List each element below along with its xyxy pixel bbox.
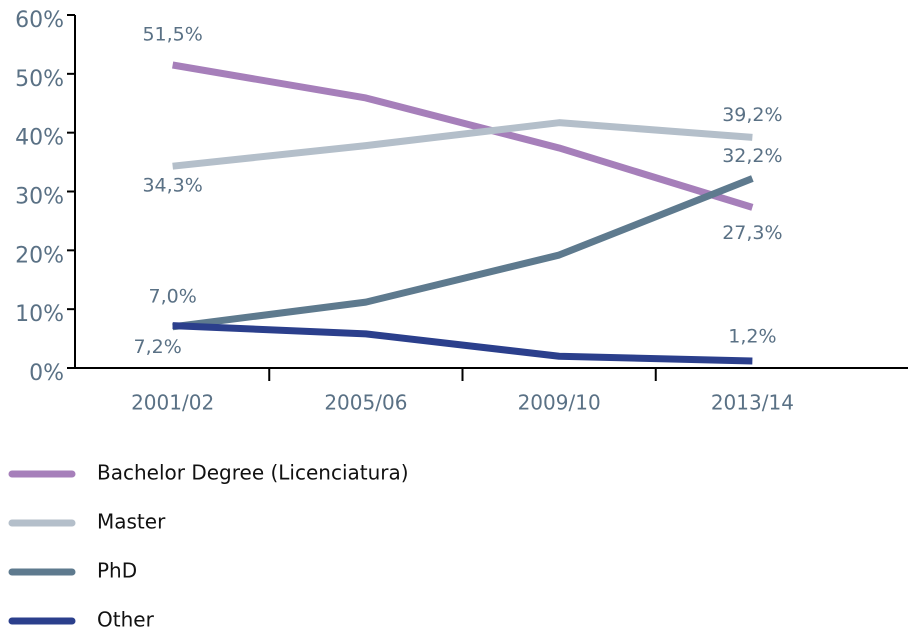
y-tick-label: 50% bbox=[15, 67, 64, 92]
series-line bbox=[172, 322, 753, 365]
value-label: 7,2% bbox=[133, 336, 181, 358]
y-tick-label: 0% bbox=[29, 361, 64, 386]
value-label: 32,2% bbox=[722, 145, 782, 167]
series-line bbox=[172, 61, 754, 211]
y-tick-label: 60% bbox=[15, 8, 64, 33]
x-tick-label: 2001/02 bbox=[131, 391, 214, 415]
value-label: 39,2% bbox=[722, 104, 782, 126]
y-tick-label: 40% bbox=[15, 126, 64, 151]
y-tick-label: 30% bbox=[15, 185, 64, 210]
value-label: 51,5% bbox=[142, 24, 202, 46]
y-tick-label: 10% bbox=[15, 302, 64, 327]
legend-label: Master bbox=[97, 510, 166, 534]
series-line bbox=[172, 119, 753, 170]
legend-label: PhD bbox=[97, 559, 137, 583]
legend-label: Other bbox=[97, 608, 155, 632]
value-label: 34,3% bbox=[142, 175, 202, 197]
x-tick-label: 2013/14 bbox=[711, 391, 794, 415]
x-tick-label: 2009/10 bbox=[518, 391, 601, 415]
x-tick-label: 2005/06 bbox=[324, 391, 407, 415]
y-tick-label: 20% bbox=[15, 243, 64, 268]
value-label: 27,3% bbox=[722, 222, 782, 244]
value-label: 7,0% bbox=[148, 285, 196, 307]
legend-label: Bachelor Degree (Licenciatura) bbox=[97, 461, 409, 485]
series-line bbox=[172, 175, 754, 331]
value-label: 1,2% bbox=[728, 325, 776, 347]
